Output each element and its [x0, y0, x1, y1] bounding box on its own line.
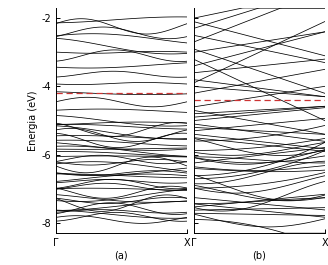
Y-axis label: Energia (eV): Energia (eV) — [28, 90, 38, 151]
X-axis label: (b): (b) — [252, 251, 266, 261]
X-axis label: (a): (a) — [114, 251, 128, 261]
